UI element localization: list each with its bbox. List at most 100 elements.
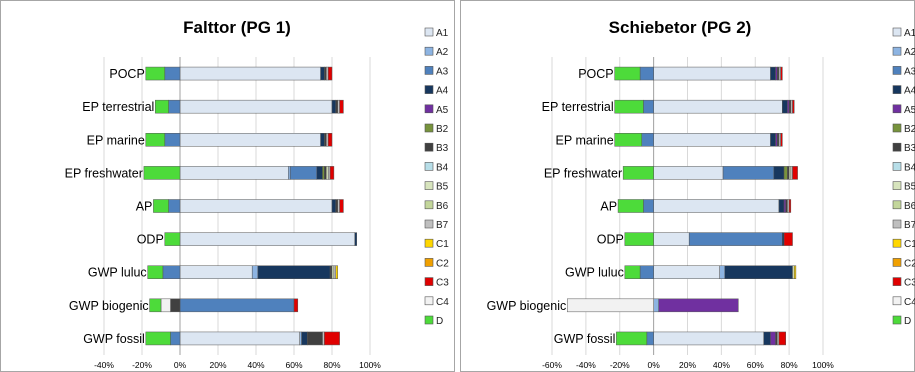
- category-label: GWP fossil: [554, 332, 616, 346]
- bar-segment-b3: [785, 199, 788, 213]
- category-label: EP freshwater: [544, 166, 622, 180]
- bar-segment-c3: [329, 166, 335, 180]
- legend-label: B3: [904, 143, 915, 154]
- x-tick-label: 40%: [247, 360, 264, 370]
- bar-segment-d: [147, 265, 164, 279]
- bar-segment-a5: [775, 133, 778, 147]
- bar-segment-b7: [337, 199, 340, 213]
- bar-segment-d: [616, 331, 648, 346]
- bar-segment-a3: [170, 331, 181, 346]
- x-tick-label: 100%: [812, 360, 834, 370]
- bar-segment-b3: [324, 133, 327, 147]
- bar-segment-c3: [324, 331, 340, 346]
- legend-label: B3: [436, 143, 449, 154]
- legend-swatch: [424, 238, 434, 248]
- x-tick-label: 0%: [174, 360, 187, 370]
- legend-swatch: [892, 296, 902, 306]
- panel-frame: [0, 0, 455, 372]
- bar-segment-a5: [775, 66, 778, 81]
- bar-segment-c3: [327, 66, 333, 81]
- bar-segment-b5: [331, 265, 335, 279]
- bar-segment-d: [624, 232, 654, 246]
- bar-segment-a4: [301, 331, 308, 346]
- bar-segment-a1: [653, 232, 690, 246]
- bar-segment-d: [622, 166, 654, 180]
- legend-label: A2: [436, 47, 449, 58]
- x-tick-label: -40%: [94, 360, 114, 370]
- category-label: GWP luluc: [565, 266, 624, 280]
- bar-segment-b7: [778, 133, 781, 147]
- legend-swatch: [892, 85, 902, 94]
- legend-label: A3: [436, 66, 449, 77]
- bar-segment-a2: [251, 265, 259, 279]
- bar-segment-a4: [331, 99, 337, 114]
- legend-label: A5: [436, 105, 449, 116]
- chart-title: Falttor (PG 1): [183, 18, 291, 37]
- category-label: POCP: [578, 67, 613, 81]
- bar-segment-a1: [653, 133, 771, 147]
- bar-segment-a1: [653, 166, 724, 180]
- bar-segment-a1: [653, 99, 783, 114]
- legend-swatch: [892, 181, 902, 190]
- bar-segment-b7: [327, 166, 331, 180]
- bar-segment-a1: [179, 265, 253, 279]
- x-tick-label: 100%: [359, 360, 381, 370]
- legend-swatch: [424, 142, 434, 152]
- bar-segment-a3: [162, 265, 181, 279]
- bar-segment-a3: [164, 66, 181, 81]
- bar-segment-b3: [775, 331, 778, 346]
- x-tick-label: 80%: [781, 360, 798, 370]
- bar-segment-a4: [773, 166, 785, 180]
- legend-label: B7: [436, 220, 449, 231]
- legend-swatch: [892, 142, 902, 152]
- bar-segment-a4: [320, 66, 325, 81]
- bar-segment-a2: [288, 166, 291, 180]
- legend-label: B2: [904, 124, 915, 135]
- bar-segment-c1: [335, 265, 338, 279]
- legend-swatch: [892, 200, 902, 210]
- bar-segment-a1: [179, 232, 356, 246]
- legend-label: C1: [436, 239, 449, 250]
- category-label: EP marine: [556, 133, 614, 147]
- bar-segment-a3: [722, 166, 775, 180]
- bar-segment-b3: [787, 166, 790, 180]
- bar-segment-c3: [778, 331, 786, 346]
- chart-title: Schiebetor (PG 2): [609, 18, 752, 37]
- legend-swatch: [424, 219, 434, 229]
- bar-segment-b7: [777, 331, 780, 346]
- bar-segment-b7: [787, 199, 790, 213]
- bar-segment-a1: [179, 166, 289, 180]
- chart-panel-2: -60% -40% -20% 0% 20% 40% 60% 80% 100% Schiebetor…: [460, 0, 915, 372]
- x-tick-label: -40%: [576, 360, 596, 370]
- legend-swatch: [424, 277, 434, 286]
- bar-segment-b7: [322, 331, 325, 346]
- bar-segment-a1: [653, 199, 780, 213]
- bar-segment-a4: [782, 232, 785, 246]
- bar-segment-c3: [783, 232, 793, 246]
- bar-segment-b7: [333, 265, 337, 279]
- bar-segment-a3: [641, 133, 654, 147]
- bar-segment-b5: [326, 166, 329, 180]
- legend-swatch: [892, 219, 902, 229]
- bar-segment-b3: [324, 66, 327, 81]
- legend-label: C3: [904, 278, 915, 289]
- x-tick-label: 0%: [647, 360, 660, 370]
- bar-segment-c3: [339, 99, 344, 114]
- legend-label: A1: [904, 28, 915, 39]
- bar-segment-a3: [639, 265, 654, 279]
- category-label: EP terrestrial: [542, 100, 614, 114]
- legend-swatch: [892, 27, 902, 37]
- legend-swatch: [892, 104, 902, 114]
- bar-segment-d: [149, 298, 162, 313]
- bar-segment-a1: [179, 133, 321, 147]
- legend-swatch: [424, 200, 434, 210]
- legend-label: C4: [436, 297, 449, 308]
- bar-segment-c3: [780, 133, 783, 147]
- legend-swatch: [424, 315, 434, 325]
- legend-swatch: [892, 238, 902, 248]
- bar-segment-b2: [783, 166, 788, 180]
- bar-segment-a3: [168, 199, 181, 213]
- bar-segment-a3: [168, 99, 181, 114]
- bar-segment-b3: [324, 166, 327, 180]
- bar-segment-d: [145, 133, 166, 147]
